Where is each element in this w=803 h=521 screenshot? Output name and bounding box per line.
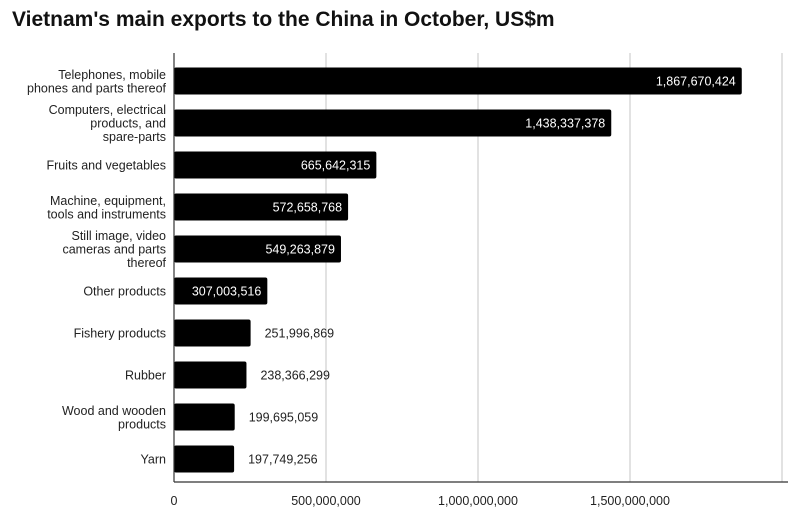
x-tick-label: 500,000,000	[291, 494, 361, 508]
category-label: phones and parts thereof	[27, 81, 167, 95]
chart-title: Vietnam's main exports to the China in O…	[12, 8, 555, 31]
data-label: 238,366,299	[260, 369, 330, 383]
bar	[174, 109, 612, 137]
bar	[174, 403, 235, 431]
bar	[174, 319, 251, 347]
data-label: 1,438,337,378	[525, 117, 605, 131]
category-label: thereof	[127, 256, 166, 270]
category-label: products	[118, 417, 166, 431]
category-label: Still image, video	[72, 229, 167, 243]
category-label: spare-parts	[103, 130, 166, 144]
data-label: 197,749,256	[248, 453, 318, 467]
bar	[174, 67, 742, 95]
category-label: Fruits and vegetables	[46, 159, 166, 173]
x-tick-label: 1,000,000,000	[438, 494, 518, 508]
data-label: 665,642,315	[301, 159, 371, 173]
category-label: Fishery products	[74, 327, 166, 341]
bar	[174, 361, 247, 389]
x-tick-label: 0	[171, 494, 178, 508]
category-label: Yarn	[141, 453, 167, 467]
data-label: 1,867,670,424	[656, 75, 736, 89]
bar	[174, 193, 349, 221]
category-label: cameras and parts	[62, 243, 166, 257]
bar	[174, 277, 268, 305]
data-label: 549,263,879	[265, 243, 335, 257]
category-label: Machine, equipment,	[50, 194, 166, 208]
x-tick-label: 1,500,000,000	[590, 494, 670, 508]
data-label: 572,658,768	[273, 201, 343, 215]
bar	[174, 151, 377, 179]
bar	[174, 445, 235, 473]
category-label: tools and instruments	[47, 207, 166, 221]
data-label: 199,695,059	[249, 411, 319, 425]
bar	[174, 235, 341, 263]
category-label: Rubber	[125, 369, 166, 383]
category-label: Telephones, mobile	[58, 68, 166, 82]
data-label: 251,996,869	[265, 327, 335, 341]
category-label: Other products	[83, 285, 166, 299]
category-label: Wood and wooden	[62, 404, 166, 418]
category-label: Computers, electrical	[49, 103, 166, 117]
category-label: products, and	[90, 117, 166, 131]
data-label: 307,003,516	[192, 285, 262, 299]
